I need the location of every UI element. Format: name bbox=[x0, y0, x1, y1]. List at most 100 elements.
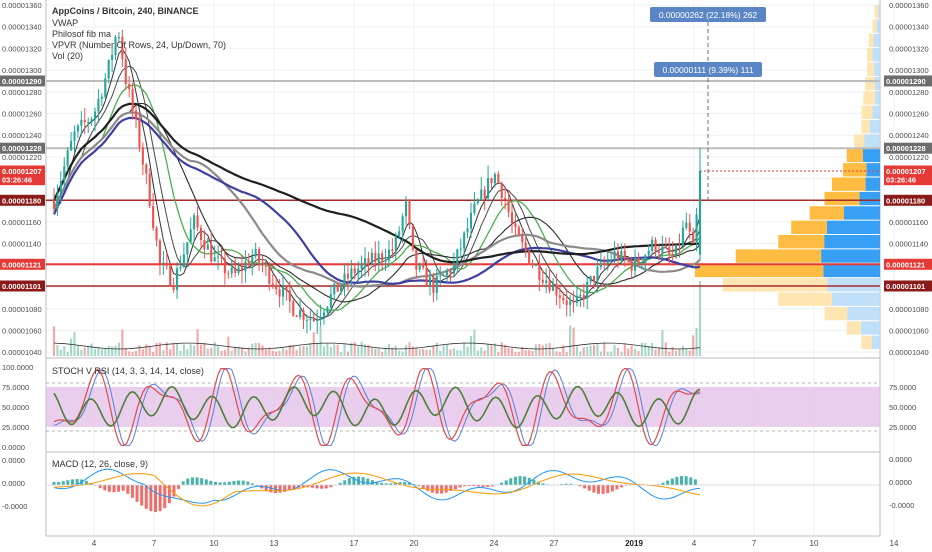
volume-bar bbox=[224, 350, 226, 356]
candle-body bbox=[412, 225, 414, 250]
macd-histogram-bar bbox=[523, 477, 526, 485]
stoch-tick-right: 75.0000 bbox=[889, 383, 916, 392]
vpvr-up-bar bbox=[874, 34, 880, 47]
candle-body bbox=[627, 259, 629, 261]
chart-title: AppCoins / Bitcoin, 240, BINANCE bbox=[52, 6, 199, 16]
candle-body bbox=[494, 174, 496, 183]
candle-body bbox=[320, 317, 322, 320]
candle-body bbox=[419, 265, 421, 270]
volume-bar bbox=[114, 346, 116, 356]
candle-body bbox=[91, 119, 93, 122]
volume-bar bbox=[624, 343, 626, 356]
candle-body bbox=[326, 307, 328, 312]
volume-bar bbox=[501, 342, 503, 356]
stoch-tick-left: 75.0000 bbox=[2, 383, 29, 392]
price-tick-right: 0.00001340 bbox=[889, 23, 929, 32]
volume-bar bbox=[162, 350, 164, 356]
price-tick-right: 0.00001260 bbox=[889, 109, 929, 118]
volume-bar bbox=[446, 345, 448, 356]
vpvr-down-bar bbox=[863, 91, 875, 104]
volume-bar bbox=[272, 351, 274, 356]
macd-histogram-bar bbox=[325, 485, 328, 488]
volume-bar bbox=[535, 344, 537, 356]
candle-body bbox=[685, 223, 687, 228]
candle-body bbox=[63, 166, 65, 181]
macd-histogram-bar bbox=[366, 479, 369, 485]
candle-body bbox=[361, 264, 363, 269]
volume-bar bbox=[159, 342, 161, 356]
volume-bar bbox=[220, 351, 222, 356]
volume-bar bbox=[67, 352, 69, 356]
time-tick-label: 14 bbox=[890, 539, 899, 548]
candle-body bbox=[183, 254, 185, 267]
vpvr-down-bar bbox=[873, 19, 877, 32]
vpvr-up-bar bbox=[827, 278, 880, 291]
candle-body bbox=[132, 89, 134, 110]
volume-bar bbox=[678, 350, 680, 356]
candle-body bbox=[77, 126, 79, 132]
vpvr-down-bar bbox=[847, 149, 863, 162]
volume-bar bbox=[566, 352, 568, 356]
ma-green bbox=[54, 85, 700, 310]
vpvr-up-bar bbox=[821, 249, 880, 262]
candle-body bbox=[521, 235, 523, 242]
macd-histogram-bar bbox=[223, 482, 226, 485]
candle-body bbox=[562, 298, 564, 301]
macd-histogram-bar bbox=[131, 485, 134, 498]
volume-bar bbox=[145, 344, 147, 356]
volume-bar bbox=[456, 350, 458, 356]
macd-histogram-bar bbox=[279, 485, 282, 493]
candle-body bbox=[402, 216, 404, 231]
candle-body bbox=[364, 258, 366, 264]
volume-bar bbox=[531, 351, 533, 356]
time-tick-label: 27 bbox=[550, 539, 559, 548]
volume-bar bbox=[460, 350, 462, 356]
price-badge-text-left: 0.00001180 bbox=[2, 196, 41, 205]
vpvr-up-bar bbox=[863, 149, 880, 162]
volume-bar bbox=[306, 346, 308, 356]
candle-body bbox=[73, 131, 75, 141]
volume-bar bbox=[138, 345, 140, 356]
candle-body bbox=[101, 97, 103, 99]
price-badge-text-left: 0.00001101 bbox=[2, 282, 41, 291]
volume-bar bbox=[398, 351, 400, 356]
candle-body bbox=[241, 267, 243, 270]
candle-body bbox=[624, 251, 626, 259]
candle-body bbox=[173, 286, 175, 290]
volume-bar bbox=[484, 351, 486, 356]
candle-body bbox=[572, 301, 574, 302]
volume-bar bbox=[586, 347, 588, 356]
macd-title: MACD (12, 26, close, 9) bbox=[52, 459, 148, 469]
macd-histogram-bar bbox=[615, 485, 618, 489]
candle-body bbox=[94, 112, 96, 119]
candle-body bbox=[665, 246, 667, 247]
volume-bar bbox=[302, 346, 304, 356]
candle-body bbox=[166, 263, 168, 267]
candle-body bbox=[234, 268, 236, 273]
time-tick-label: 13 bbox=[270, 539, 279, 548]
volume-bar bbox=[234, 347, 236, 356]
candle-body bbox=[142, 147, 144, 164]
vpvr-down-bar bbox=[778, 293, 832, 306]
macd-histogram-bar bbox=[237, 481, 240, 485]
price-badge-text-left: 0.00001228 bbox=[2, 144, 42, 153]
candle-body bbox=[128, 84, 130, 89]
candle-body bbox=[179, 267, 181, 268]
legend-volume: Vol (20) bbox=[52, 51, 83, 61]
candle-body bbox=[449, 271, 451, 274]
macd-histogram-bar bbox=[177, 485, 180, 489]
volume-bar bbox=[637, 351, 639, 356]
time-tick-label: 7 bbox=[152, 539, 157, 548]
vpvr-up-bar bbox=[824, 235, 880, 248]
candle-body bbox=[193, 215, 195, 229]
macd-histogram-bar bbox=[592, 485, 595, 493]
candle-body bbox=[538, 265, 540, 280]
vpvr-down-bar bbox=[810, 206, 844, 219]
volume-bar bbox=[569, 326, 571, 356]
volume-bar bbox=[357, 347, 359, 356]
volume-bar bbox=[292, 345, 294, 356]
macd-histogram-bar bbox=[112, 485, 115, 492]
time-tick-label: 4 bbox=[92, 539, 97, 548]
